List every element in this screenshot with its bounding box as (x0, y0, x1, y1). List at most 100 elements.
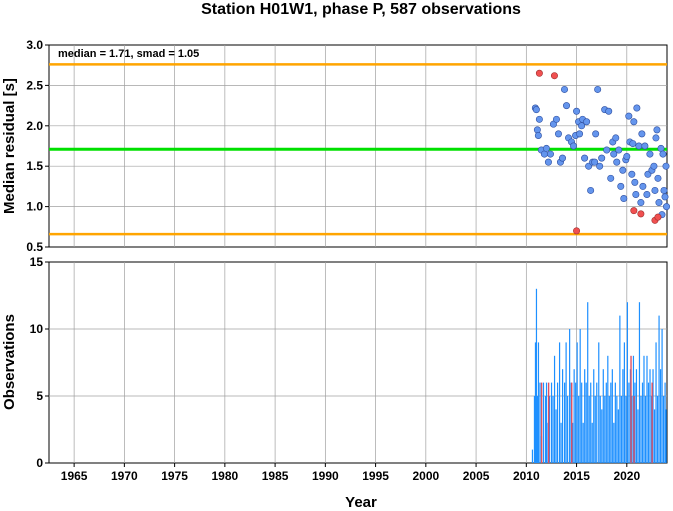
observation-bar (661, 329, 663, 463)
residual-point (591, 158, 599, 166)
residual-point (661, 193, 669, 201)
stats-annotation: median = 1.71, smad = 1.05 (58, 48, 199, 60)
observation-bar (637, 409, 639, 463)
residual-point (643, 190, 651, 198)
residual-point (592, 130, 600, 138)
observations-panel-frame (48, 261, 668, 464)
residual-point (639, 182, 647, 190)
residual-y-label: Median residual [s] (1, 78, 18, 214)
residual-points (531, 69, 670, 235)
observation-bar (584, 369, 586, 463)
residual-point (646, 150, 654, 158)
residual-point (532, 106, 540, 114)
outlier-observation-bar (540, 382, 543, 463)
observation-bar (604, 396, 606, 463)
outlier-point (573, 227, 581, 235)
observation-bar (590, 382, 592, 463)
residual-point (628, 170, 636, 178)
residual-point (620, 195, 628, 203)
observation-bar (620, 396, 622, 463)
residual-point (631, 178, 639, 186)
observation-bar (535, 288, 538, 463)
x-tick-label: 2005 (463, 469, 490, 483)
observation-bar (533, 396, 536, 463)
residual-point (638, 130, 646, 138)
residual-point (650, 162, 658, 170)
residual-point (570, 142, 578, 150)
outlier-observation-bar (630, 355, 632, 463)
observation-bar (536, 396, 539, 463)
observation-bar (575, 382, 577, 463)
residual-point (635, 142, 643, 150)
observation-bar (617, 409, 619, 463)
year-x-ticks: 1965 1970 1975 1980 1985 1990 1995 2000 2005 2010… (61, 463, 640, 483)
residual-point (596, 162, 604, 170)
observation-bar (623, 342, 625, 463)
outlier-point (630, 207, 638, 215)
outlier-observation-bar (571, 382, 573, 463)
observation-bar (539, 382, 541, 463)
residual-point (619, 166, 627, 174)
residual-point (617, 182, 625, 190)
residual-point (637, 199, 645, 207)
observation-bar (573, 369, 575, 463)
residual-point (583, 118, 591, 126)
residual-point (613, 158, 621, 166)
residual-y-tick-label: 2.0 (26, 119, 43, 133)
residual-point (594, 85, 602, 93)
residual-point (652, 134, 660, 142)
residual-point (535, 115, 543, 123)
residual-y-tick-label: 1.5 (26, 159, 43, 173)
observation-bar (664, 382, 666, 463)
observation-bar (608, 396, 610, 463)
observation-bar (585, 382, 587, 463)
residual-point (612, 134, 620, 142)
observations-y-tick-label: 5 (36, 389, 43, 403)
observation-bar (576, 342, 578, 463)
observation-bar (662, 396, 665, 463)
observation-bar (619, 315, 621, 463)
outlier-point (654, 213, 662, 221)
observation-bar (641, 382, 644, 463)
residual-point (625, 112, 633, 120)
observation-bar (598, 342, 600, 463)
observation-bar (537, 342, 540, 463)
x-tick-label: 1970 (111, 469, 138, 483)
observation-bar (655, 342, 657, 463)
residual-point (662, 162, 670, 170)
observation-bar (611, 369, 613, 463)
observation-bar (647, 382, 650, 463)
observation-bar (560, 422, 562, 463)
observation-bar (614, 382, 616, 463)
observations-y-tick-label: 15 (30, 255, 44, 269)
residual-point (546, 150, 554, 158)
residual-panel: 0.5 1.0 1.5 2.0 2.5 3.0 Median residual [s] m… (1, 38, 670, 254)
observation-bar (544, 396, 547, 463)
observation-bar (658, 315, 660, 463)
observation-bar (548, 396, 551, 463)
observation-bar (607, 355, 609, 463)
observations-y-ticks: 0 5 10 15 (30, 255, 49, 470)
observation-bar (567, 396, 569, 463)
observation-bar (531, 449, 534, 463)
residual-point (662, 203, 670, 211)
residual-point (558, 154, 566, 162)
observation-bar (587, 302, 589, 463)
outlier-observation-bar (651, 382, 653, 463)
residual-point (629, 140, 637, 148)
observation-bar (578, 396, 580, 463)
observation-bar (626, 302, 629, 463)
residual-point (654, 174, 662, 182)
observations-bars (531, 288, 667, 463)
residual-y-ticks: 0.5 1.0 1.5 2.0 2.5 3.0 (26, 38, 49, 254)
observation-bar (599, 396, 601, 463)
residual-point (561, 85, 569, 93)
outlier-observation-bar (547, 382, 550, 463)
residual-panel-frame (48, 44, 668, 248)
residual-point (581, 154, 589, 162)
x-tick-label: 1990 (312, 469, 339, 483)
observation-bar (656, 396, 659, 463)
observation-bar (555, 409, 557, 463)
residual-point (533, 126, 541, 134)
